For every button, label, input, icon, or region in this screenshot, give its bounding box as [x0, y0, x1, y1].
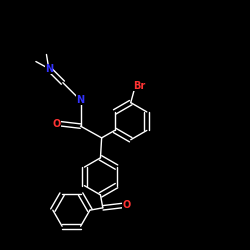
Text: O: O	[122, 200, 130, 210]
Text: Br: Br	[133, 81, 145, 91]
Text: N: N	[45, 64, 53, 74]
Text: N: N	[76, 95, 84, 105]
Text: O: O	[53, 119, 61, 129]
